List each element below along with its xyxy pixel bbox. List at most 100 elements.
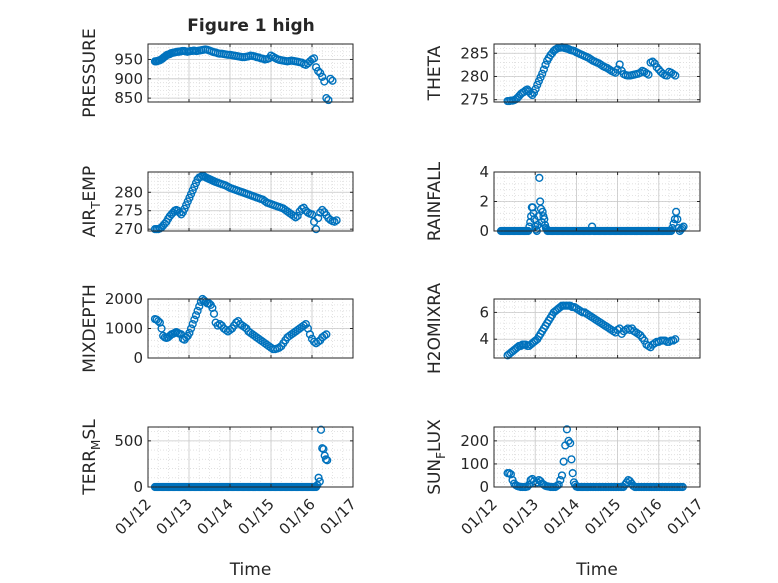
data-point <box>209 309 219 318</box>
x-axis-label: Time <box>575 560 618 580</box>
data-point <box>652 63 661 72</box>
data-point <box>535 173 544 183</box>
data-point <box>654 65 663 74</box>
data-point <box>670 215 679 224</box>
data-point <box>531 84 540 94</box>
data-point <box>275 343 284 352</box>
axes-panel-5: 0 1000 2000 MIXDEPTH <box>80 284 354 373</box>
data-point <box>193 306 202 315</box>
y-axis-label: RAINFALL <box>425 161 445 241</box>
data-point <box>672 207 681 216</box>
y-tick-label: 280 <box>460 67 489 85</box>
data-point <box>559 457 568 466</box>
data-point <box>679 222 688 231</box>
data-series <box>503 43 680 106</box>
data-point <box>215 319 224 329</box>
y-tick-label: 0 <box>133 349 143 367</box>
data-point <box>562 425 572 434</box>
data-point <box>323 456 332 465</box>
data-point <box>332 216 341 225</box>
y-label-rest: LUX <box>425 419 445 452</box>
axes-panel-4: 0 2 4 RAINFALL <box>425 161 701 241</box>
data-point <box>640 336 649 345</box>
data-point <box>568 469 577 478</box>
data-point <box>528 203 537 212</box>
data-point <box>314 66 323 76</box>
data-point <box>240 322 249 332</box>
data-point <box>326 74 335 83</box>
axes-panel-6: 4 6 H2OMIXRA <box>425 283 701 374</box>
data-point <box>328 76 337 85</box>
y-tick-label: 850 <box>114 89 143 107</box>
data-point <box>671 335 680 344</box>
axes-box <box>147 171 354 232</box>
y-label-main: TERR <box>80 450 100 496</box>
axes-box <box>147 43 354 103</box>
data-series <box>503 301 680 360</box>
data-point <box>318 205 327 215</box>
y-tick-label: 900 <box>114 70 143 88</box>
data-point <box>533 80 542 89</box>
y-label-subscript: F <box>434 452 448 459</box>
data-point <box>314 473 323 482</box>
data-point <box>320 331 329 340</box>
data-point <box>529 88 539 97</box>
y-axis-label: MIXDEPTH <box>80 284 100 373</box>
data-point <box>644 70 653 79</box>
data-point <box>540 215 549 224</box>
y-tick-label: 0 <box>479 222 489 240</box>
y-tick-label: 2000 <box>105 290 143 308</box>
data-point <box>190 315 199 324</box>
y-tick-label: 2 <box>479 193 489 211</box>
data-point <box>566 439 575 448</box>
x-axis-label: Time <box>229 560 272 580</box>
data-point <box>312 225 321 234</box>
data-point <box>195 302 204 311</box>
data-point <box>567 455 576 464</box>
data-point <box>648 57 657 66</box>
y-label-subscript: M <box>89 440 103 450</box>
data-point <box>309 54 319 63</box>
figure-title: Figure 1 high <box>187 16 315 36</box>
axes-box <box>493 43 701 103</box>
data-point <box>526 89 535 98</box>
y-axis-label: SUNFLUX <box>425 419 448 495</box>
y-axis-label: AIRTEMP <box>80 166 103 237</box>
y-axis-label: TERRMSL <box>80 419 103 496</box>
data-point <box>157 324 166 333</box>
axes-box <box>493 426 701 488</box>
axes-panel-2: 275 280 285 THETA <box>425 43 701 109</box>
data-point <box>541 60 550 69</box>
axes-box <box>493 298 701 359</box>
data-series <box>150 294 331 354</box>
data-point <box>330 217 339 226</box>
data-point <box>188 319 197 329</box>
data-point <box>185 328 194 338</box>
data-point <box>305 330 315 339</box>
data-point <box>191 311 201 320</box>
y-axis-label: H2OMIXRA <box>425 283 445 374</box>
data-point <box>673 215 682 224</box>
y-label-rest: SL <box>80 419 100 440</box>
data-point <box>315 477 324 486</box>
y-tick-label: 285 <box>460 44 489 62</box>
data-point <box>314 337 323 346</box>
data-point <box>525 222 534 231</box>
data-point <box>320 451 329 460</box>
data-point <box>289 211 298 220</box>
data-point <box>534 77 544 86</box>
y-tick-label: 4 <box>479 163 489 181</box>
data-point <box>324 95 333 105</box>
data-point <box>186 324 196 333</box>
data-point <box>321 455 331 464</box>
y-tick-label: 200 <box>460 432 489 450</box>
y-tick-label: 0 <box>479 478 489 496</box>
data-series <box>150 45 337 105</box>
data-point <box>613 65 622 74</box>
y-tick-label: 4 <box>479 330 489 348</box>
y-tick-label: 1000 <box>105 320 143 338</box>
data-point <box>536 73 545 82</box>
data-point <box>556 475 565 485</box>
